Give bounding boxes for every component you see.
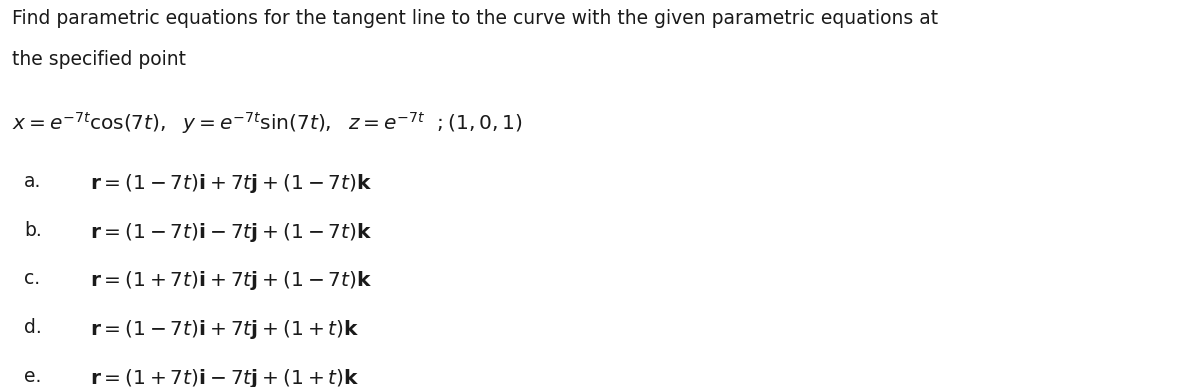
Text: $x = e^{-7t}\cos(7t),\ \ y = e^{-7t}\sin(7t),\ \ z = e^{-7t}\ \ ;(1,0,1)$: $x = e^{-7t}\cos(7t),\ \ y = e^{-7t}\sin… bbox=[12, 110, 522, 135]
Text: d.: d. bbox=[24, 318, 42, 337]
Text: the specified point: the specified point bbox=[12, 50, 186, 69]
Text: Find parametric equations for the tangent line to the curve with the given param: Find parametric equations for the tangen… bbox=[12, 9, 938, 28]
Text: a.: a. bbox=[24, 172, 41, 191]
Text: $\mathbf{r} = (1+7t)\mathbf{i} + 7t\mathbf{j} + (1-7t)\mathbf{k}$: $\mathbf{r} = (1+7t)\mathbf{i} + 7t\math… bbox=[90, 269, 372, 293]
Text: $\mathbf{r} = (1-7t)\mathbf{i} + 7t\mathbf{j} + (1+t)\mathbf{k}$: $\mathbf{r} = (1-7t)\mathbf{i} + 7t\math… bbox=[90, 318, 359, 341]
Text: $\mathbf{r} = (1+7t)\mathbf{i} - 7t\mathbf{j} + (1+t)\mathbf{k}$: $\mathbf{r} = (1+7t)\mathbf{i} - 7t\math… bbox=[90, 366, 359, 387]
Text: b.: b. bbox=[24, 221, 42, 240]
Text: e.: e. bbox=[24, 366, 41, 385]
Text: $\mathbf{r} = (1-7t)\mathbf{i} - 7t\mathbf{j} + (1-7t)\mathbf{k}$: $\mathbf{r} = (1-7t)\mathbf{i} - 7t\math… bbox=[90, 221, 372, 244]
Text: $\mathbf{r} = (1-7t)\mathbf{i} + 7t\mathbf{j} + (1-7t)\mathbf{k}$: $\mathbf{r} = (1-7t)\mathbf{i} + 7t\math… bbox=[90, 172, 372, 195]
Text: c.: c. bbox=[24, 269, 40, 288]
